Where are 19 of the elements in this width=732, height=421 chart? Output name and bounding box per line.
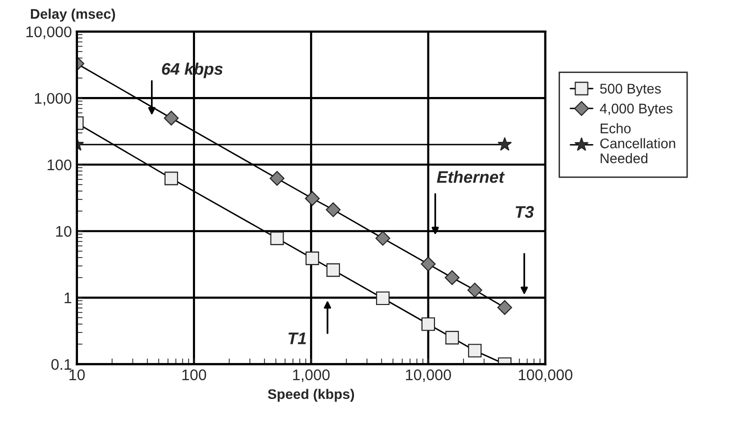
x-axis-title: Speed (kbps): [268, 388, 354, 402]
legend-label: 4,000 Bytes: [600, 104, 672, 116]
y-tick-label: 0.1: [51, 359, 72, 370]
annotation: T3: [516, 206, 534, 218]
y-tick-label: 10,000: [26, 26, 72, 40]
y-axis-title: Delay (msec): [30, 8, 116, 22]
y-tick-label: 100: [48, 159, 72, 170]
y-tick-label: 10: [56, 226, 72, 237]
x-tick-label: 1,000: [293, 369, 330, 382]
x-tick-label: 100,000: [518, 369, 572, 382]
y-tick-label: 1,000: [34, 92, 72, 106]
annotation: Ethernet: [436, 170, 505, 183]
y-tick-label: 1: [64, 292, 72, 304]
x-tick-label: 10: [70, 369, 85, 380]
x-tick-label: 10,000: [406, 369, 451, 382]
annotation: T1: [288, 332, 306, 344]
legend-label: Echo Cancellation Needed: [600, 123, 676, 164]
legend-label: 500 Bytes: [600, 84, 661, 96]
x-tick-label: 100: [182, 369, 206, 380]
